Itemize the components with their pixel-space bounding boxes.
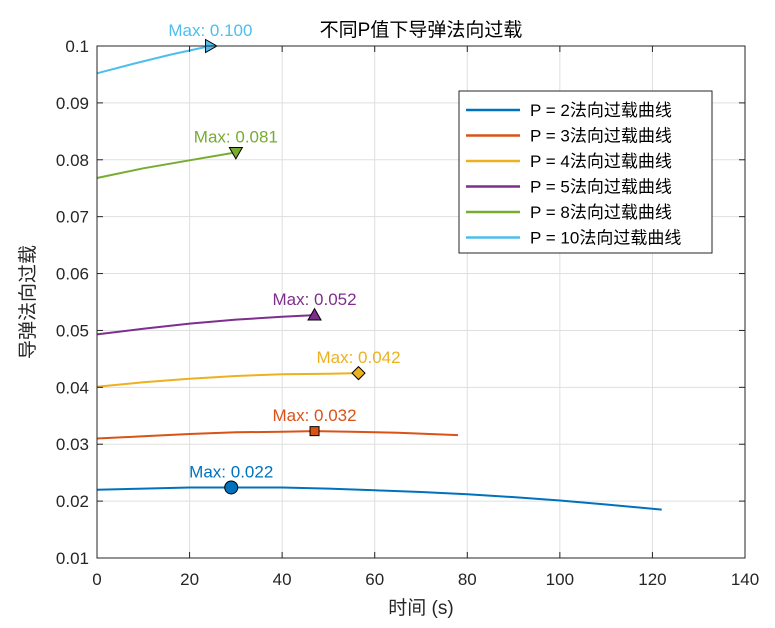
max-labels: Max: 0.022 Max: 0.032 Max: 0.042 Max: 0.052… (168, 21, 400, 481)
series-line (96, 372, 359, 388)
y-tick-label: 0.05 (56, 321, 89, 340)
x-tick-label: 40 (273, 570, 292, 589)
y-tick-label: 0.03 (56, 435, 89, 454)
series-line (96, 486, 662, 511)
max-marker-triangle-down (228, 147, 244, 160)
series-line (96, 430, 459, 440)
max-marker-diamond (351, 365, 366, 381)
x-tick-label: 120 (638, 570, 666, 589)
y-tick-label: 0.04 (56, 378, 89, 397)
chart-title: 不同P值下导弹法向过载 (320, 19, 523, 41)
max-value-label: Max: 0.052 (272, 290, 356, 309)
x-tick-label: 60 (365, 570, 384, 589)
x-axis-ticks: 0 20 40 60 80 100 120 140 (92, 46, 759, 589)
max-value-label: Max: 0.042 (316, 348, 400, 367)
max-value-label: Max: 0.032 (272, 406, 356, 425)
y-axis-label: 导弹法向过载 (17, 245, 39, 359)
legend-label: P = 2法向过载曲线 (530, 101, 672, 120)
max-value-label: Max: 0.022 (189, 462, 273, 481)
max-marker-square (309, 426, 320, 437)
legend-label: P = 5法向过载曲线 (530, 178, 672, 197)
x-tick-label: 0 (92, 570, 101, 589)
y-axis-ticks: 0.01 0.02 0.03 0.04 0.05 0.06 0.07 0.08 0.09 0.1 (56, 37, 745, 568)
x-tick-label: 80 (458, 570, 477, 589)
legend-label: P = 4法向过载曲线 (530, 152, 672, 171)
plot-frame (96, 45, 746, 559)
x-tick-label: 20 (180, 570, 199, 589)
series-line (96, 151, 237, 179)
max-value-label: Max: 0.100 (168, 21, 252, 40)
x-axis-label: 时间 (s) (388, 597, 453, 619)
y-tick-label: 0.08 (56, 151, 89, 170)
y-tick-label: 0.06 (56, 265, 89, 284)
max-value-label: Max: 0.081 (194, 127, 278, 146)
y-tick-label: 0.09 (56, 94, 89, 113)
legend-box (458, 90, 713, 254)
legend: P = 2法向过载曲线 P = 3法向过载曲线 P = 4法向过载曲线 P = 5法向… (458, 90, 713, 254)
series-line (96, 45, 211, 75)
series-line (96, 314, 315, 336)
max-marker-circle (224, 480, 239, 495)
legend-label: P = 8法向过载曲线 (530, 203, 672, 222)
legend-label: P = 3法向过载曲线 (530, 127, 672, 146)
y-tick-label: 0.01 (56, 549, 89, 568)
x-tick-label: 140 (731, 570, 759, 589)
series-layer (96, 38, 662, 511)
max-marker-triangle-up (307, 307, 322, 321)
x-tick-label: 100 (546, 570, 574, 589)
y-tick-label: 0.07 (56, 208, 89, 227)
legend-label: P = 10法向过载曲线 (530, 229, 681, 248)
y-tick-label: 0.02 (56, 492, 89, 511)
y-tick-label: 0.1 (65, 37, 89, 56)
